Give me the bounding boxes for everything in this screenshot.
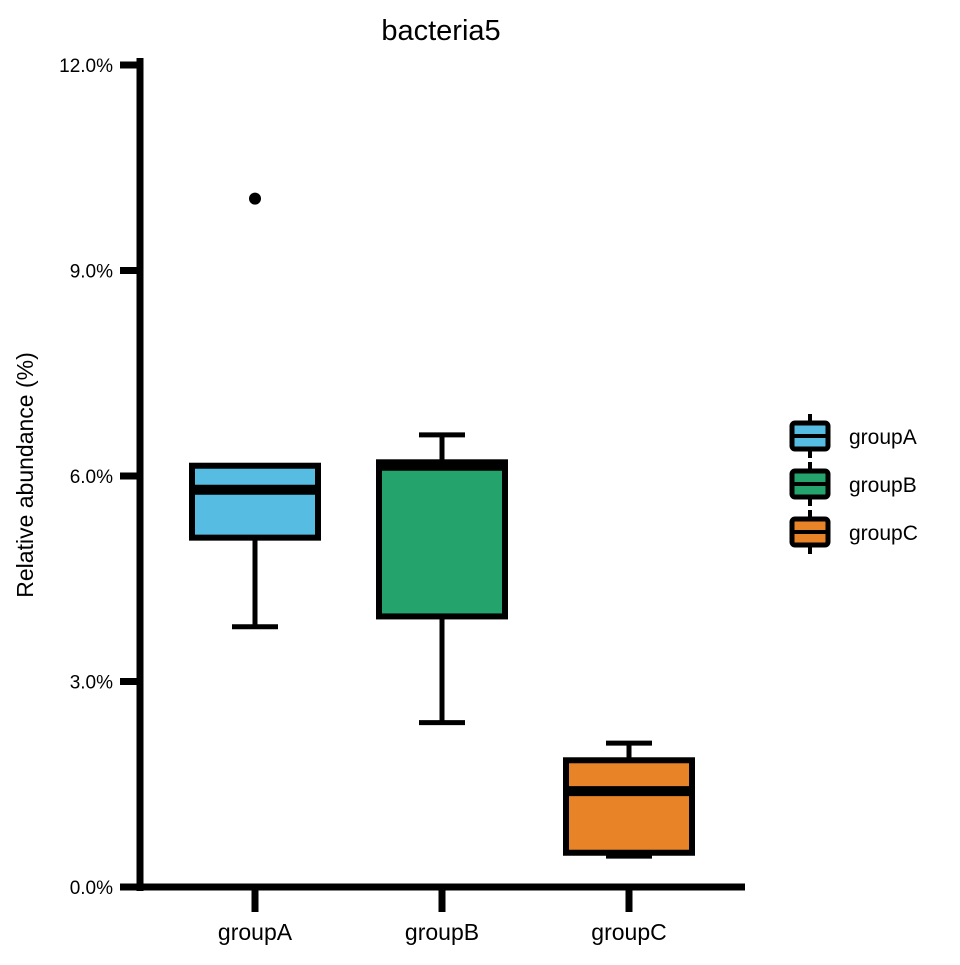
- iqr-box: [563, 757, 695, 856]
- box-groupA: [189, 192, 321, 630]
- x-tick-label: groupA: [218, 919, 293, 945]
- y-tick-label: 0.0%: [70, 878, 113, 899]
- legend-item-groupC: groupC: [789, 510, 918, 554]
- y-axis-label: Relative abundance (%): [12, 352, 38, 597]
- y-tick-label: 6.0%: [70, 467, 113, 488]
- box-groupB: [376, 432, 508, 726]
- x-tick-label: groupC: [591, 919, 666, 945]
- chart-title: bacteria5: [381, 15, 500, 47]
- legend: groupA groupB groupC: [789, 414, 918, 554]
- iqr-box: [376, 459, 508, 620]
- legend-label: groupA: [849, 426, 917, 449]
- legend-label: groupC: [849, 522, 918, 545]
- legend-label: groupB: [849, 474, 917, 497]
- legend-item-groupA: groupA: [789, 414, 917, 458]
- legend-item-groupB: groupB: [789, 462, 917, 506]
- box-groupC: [563, 740, 695, 859]
- x-tick-label: groupB: [405, 919, 479, 945]
- plot-area: 0.0% 3.0% 6.0% 9.0% 12.0% groupA groupB groupC: [59, 56, 745, 945]
- y-tick-label: 9.0%: [70, 262, 113, 283]
- y-tick-label: 12.0%: [59, 56, 113, 77]
- iqr-box: [189, 462, 321, 541]
- outlier-point: [249, 192, 261, 205]
- y-tick-label: 3.0%: [70, 673, 113, 694]
